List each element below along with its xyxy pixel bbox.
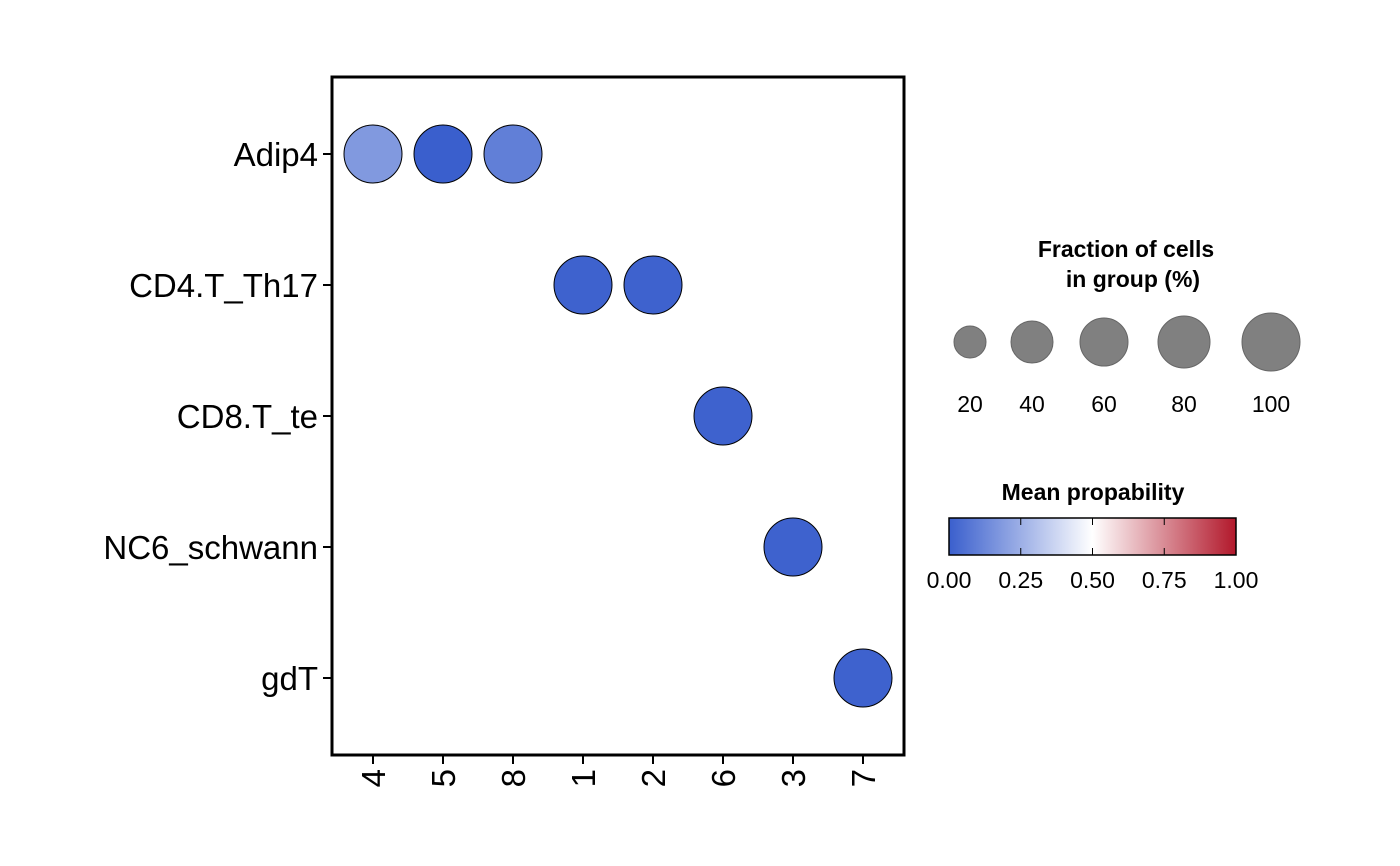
dots-layer bbox=[343, 124, 893, 708]
colorbar-label: 1.00 bbox=[1214, 567, 1259, 593]
x-tick-label: 2 bbox=[635, 769, 672, 787]
x-tick-label: 6 bbox=[705, 769, 742, 787]
colorbar-label: 0.50 bbox=[1070, 567, 1115, 593]
colorbar-label: 0.00 bbox=[927, 567, 972, 593]
y-tick-label: Adip4 bbox=[234, 136, 318, 173]
size-legend-label: 40 bbox=[1019, 391, 1045, 417]
y-tick-label: NC6_schwann bbox=[103, 529, 318, 566]
dot-CD8.T_te-6 bbox=[693, 386, 753, 446]
plot-area bbox=[330, 75, 906, 757]
x-tick-label: 7 bbox=[845, 769, 882, 787]
size-legend-dot bbox=[953, 325, 987, 359]
y-tick-label: CD8.T_te bbox=[177, 398, 318, 435]
size-legend-label: 100 bbox=[1252, 391, 1290, 417]
size-legend-dot bbox=[1079, 317, 1129, 367]
color-legend: Mean propability 0.00 0.25 0.50 0.75 1.00 bbox=[927, 479, 1259, 593]
size-legend-title-line1: Fraction of cells bbox=[1038, 236, 1214, 262]
dot-Adip4-5 bbox=[413, 124, 473, 184]
x-tick-label: 4 bbox=[355, 769, 392, 787]
y-tick-label: gdT bbox=[261, 660, 318, 697]
x-axis: 4 5 8 1 2 6 3 7 bbox=[355, 755, 882, 787]
dot-Adip4-8 bbox=[483, 124, 543, 184]
plot-panel bbox=[330, 75, 906, 757]
size-legend: Fraction of cells in group (%) 20 40 60 80 1… bbox=[953, 236, 1301, 417]
size-legend-title-line2: in group (%) bbox=[1066, 266, 1200, 292]
x-tick-label: 8 bbox=[495, 769, 532, 787]
color-legend-title: Mean propability bbox=[1002, 479, 1185, 505]
colorbar-label: 0.25 bbox=[998, 567, 1043, 593]
y-axis: Adip4 CD4.T_Th17 CD8.T_te NC6_schwann gdT bbox=[103, 136, 332, 697]
dot-Adip4-4 bbox=[343, 124, 403, 184]
dot-CD4.T_Th17-2 bbox=[623, 255, 683, 315]
dot-gdT-7 bbox=[833, 648, 893, 708]
size-legend-dot bbox=[1157, 315, 1211, 369]
colorbar-label: 0.75 bbox=[1142, 567, 1187, 593]
size-legend-label: 20 bbox=[957, 391, 983, 417]
size-legend-label: 60 bbox=[1091, 391, 1117, 417]
dot-NC6_schwann-3 bbox=[763, 517, 823, 577]
x-tick-label: 3 bbox=[775, 769, 812, 787]
size-legend-label: 80 bbox=[1171, 391, 1197, 417]
x-tick-label: 5 bbox=[425, 769, 462, 787]
x-tick-label: 1 bbox=[565, 769, 602, 787]
size-legend-dot bbox=[1241, 312, 1301, 372]
dot-CD4.T_Th17-1 bbox=[553, 255, 613, 315]
size-legend-dot bbox=[1010, 320, 1054, 364]
y-tick-label: CD4.T_Th17 bbox=[129, 267, 318, 304]
